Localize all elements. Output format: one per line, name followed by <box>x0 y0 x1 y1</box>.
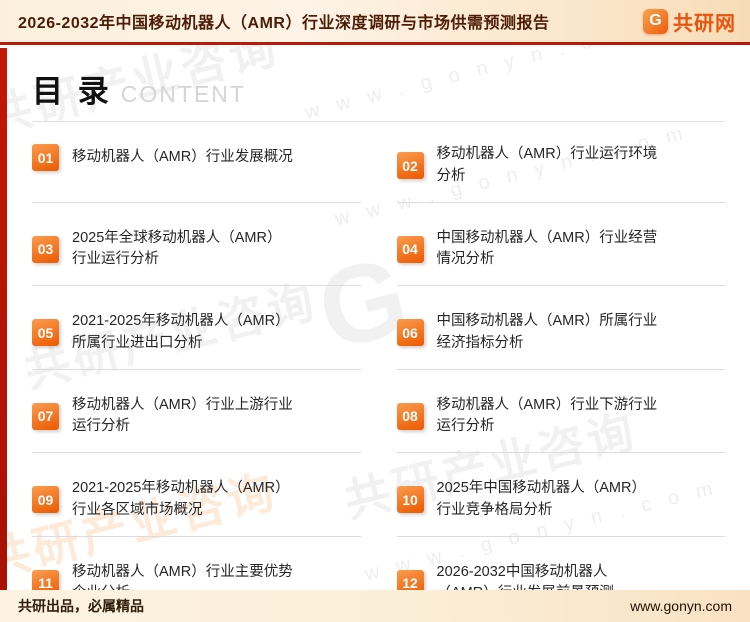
toc-item-label: 2021-2025年移动机器人（AMR） 所属行业进出口分析 <box>72 313 290 351</box>
brand-logo[interactable]: G 共研网 <box>643 7 736 36</box>
toc-item-02: 02 移动机器人（AMR）行业运行环境 分析 <box>396 144 725 203</box>
toc-item-05: 05 2021-2025年移动机器人（AMR） 所属行业进出口分析 <box>32 311 361 370</box>
toc-item-09: 09 2021-2025年移动机器人（AMR） 行业各区域市场概况 <box>32 478 361 537</box>
toc-item-10: 10 2025年中国移动机器人（AMR） 行业竞争格局分析 <box>396 478 725 537</box>
toc-item-08: 08 移动机器人（AMR）行业下游行业 运行分析 <box>396 395 725 453</box>
toc-number-badge: 09 <box>32 486 59 514</box>
footer-url[interactable]: www.gonyn.com <box>630 598 732 614</box>
toc-item-label: 2025年全球移动机器人（AMR） 行业运行分析 <box>72 229 282 268</box>
toc-number-badge: 08 <box>396 402 424 430</box>
toc-item-04: 04 中国移动机器人（AMR）行业经营 情况分析 <box>396 228 725 286</box>
left-accent-bar <box>0 48 7 590</box>
footer-slogan: 共研出品，必属精品 <box>18 598 144 614</box>
toc-item-01: 01 移动机器人（AMR）行业发展概况 <box>32 144 361 203</box>
toc-heading-english: CONTENT <box>120 81 246 107</box>
toc-item-label: 移动机器人（AMR）行业下游行业 运行分析 <box>436 396 658 435</box>
toc-number-badge: 10 <box>396 486 424 514</box>
toc-item-06: 06 中国移动机器人（AMR）所属行业 经济指标分析 <box>396 311 725 370</box>
toc-item-label: 移动机器人（AMR）行业上游行业 运行分析 <box>72 396 293 435</box>
toc-number-badge: 04 <box>396 235 424 263</box>
toc-page: 目 录 CONTENT 01 移动机器人（AMR）行业发展概况 02 移动机器人… <box>0 48 750 620</box>
toc-item-label: 中国移动机器人（AMR）行业经营 情况分析 <box>436 229 658 268</box>
toc-heading: 目 录 <box>32 74 111 110</box>
toc-item-label: 移动机器人（AMR）行业发展概况 <box>72 148 293 165</box>
toc-item-07: 07 移动机器人（AMR）行业上游行业 运行分析 <box>32 395 361 453</box>
toc-item-label: 中国移动机器人（AMR）所属行业 经济指标分析 <box>436 313 658 351</box>
brand-logo-text: 共研网 <box>673 12 736 35</box>
report-title: 2026-2032年中国移动机器人（AMR）行业深度调研与市场供需预测报告 <box>18 15 550 32</box>
footer-bar: 共研出品，必属精品 www.gonyn.com <box>0 590 750 622</box>
toc-item-label: 移动机器人（AMR）行业运行环境 分析 <box>436 146 658 184</box>
toc-number-badge: 02 <box>396 152 424 180</box>
toc-grid: 01 移动机器人（AMR）行业发展概况 02 移动机器人（AMR）行业运行环境 … <box>32 144 725 620</box>
header-bar: 2026-2032年中国移动机器人（AMR）行业深度调研与市场供需预测报告 G … <box>0 0 750 45</box>
brand-logo-icon: G <box>643 8 668 34</box>
toc-heading-row: 目 录 CONTENT <box>32 66 725 111</box>
heading-divider <box>32 121 725 122</box>
toc-number-badge: 05 <box>32 319 59 347</box>
toc-number-badge: 06 <box>396 319 424 347</box>
toc-item-03: 03 2025年全球移动机器人（AMR） 行业运行分析 <box>32 228 361 286</box>
toc-item-label: 2021-2025年移动机器人（AMR） 行业各区域市场概况 <box>72 480 290 518</box>
toc-number-badge: 01 <box>32 144 59 171</box>
toc-number-badge: 03 <box>32 235 59 263</box>
toc-number-badge: 07 <box>32 402 59 430</box>
toc-item-label: 2025年中国移动机器人（AMR） 行业竞争格局分析 <box>436 480 646 518</box>
